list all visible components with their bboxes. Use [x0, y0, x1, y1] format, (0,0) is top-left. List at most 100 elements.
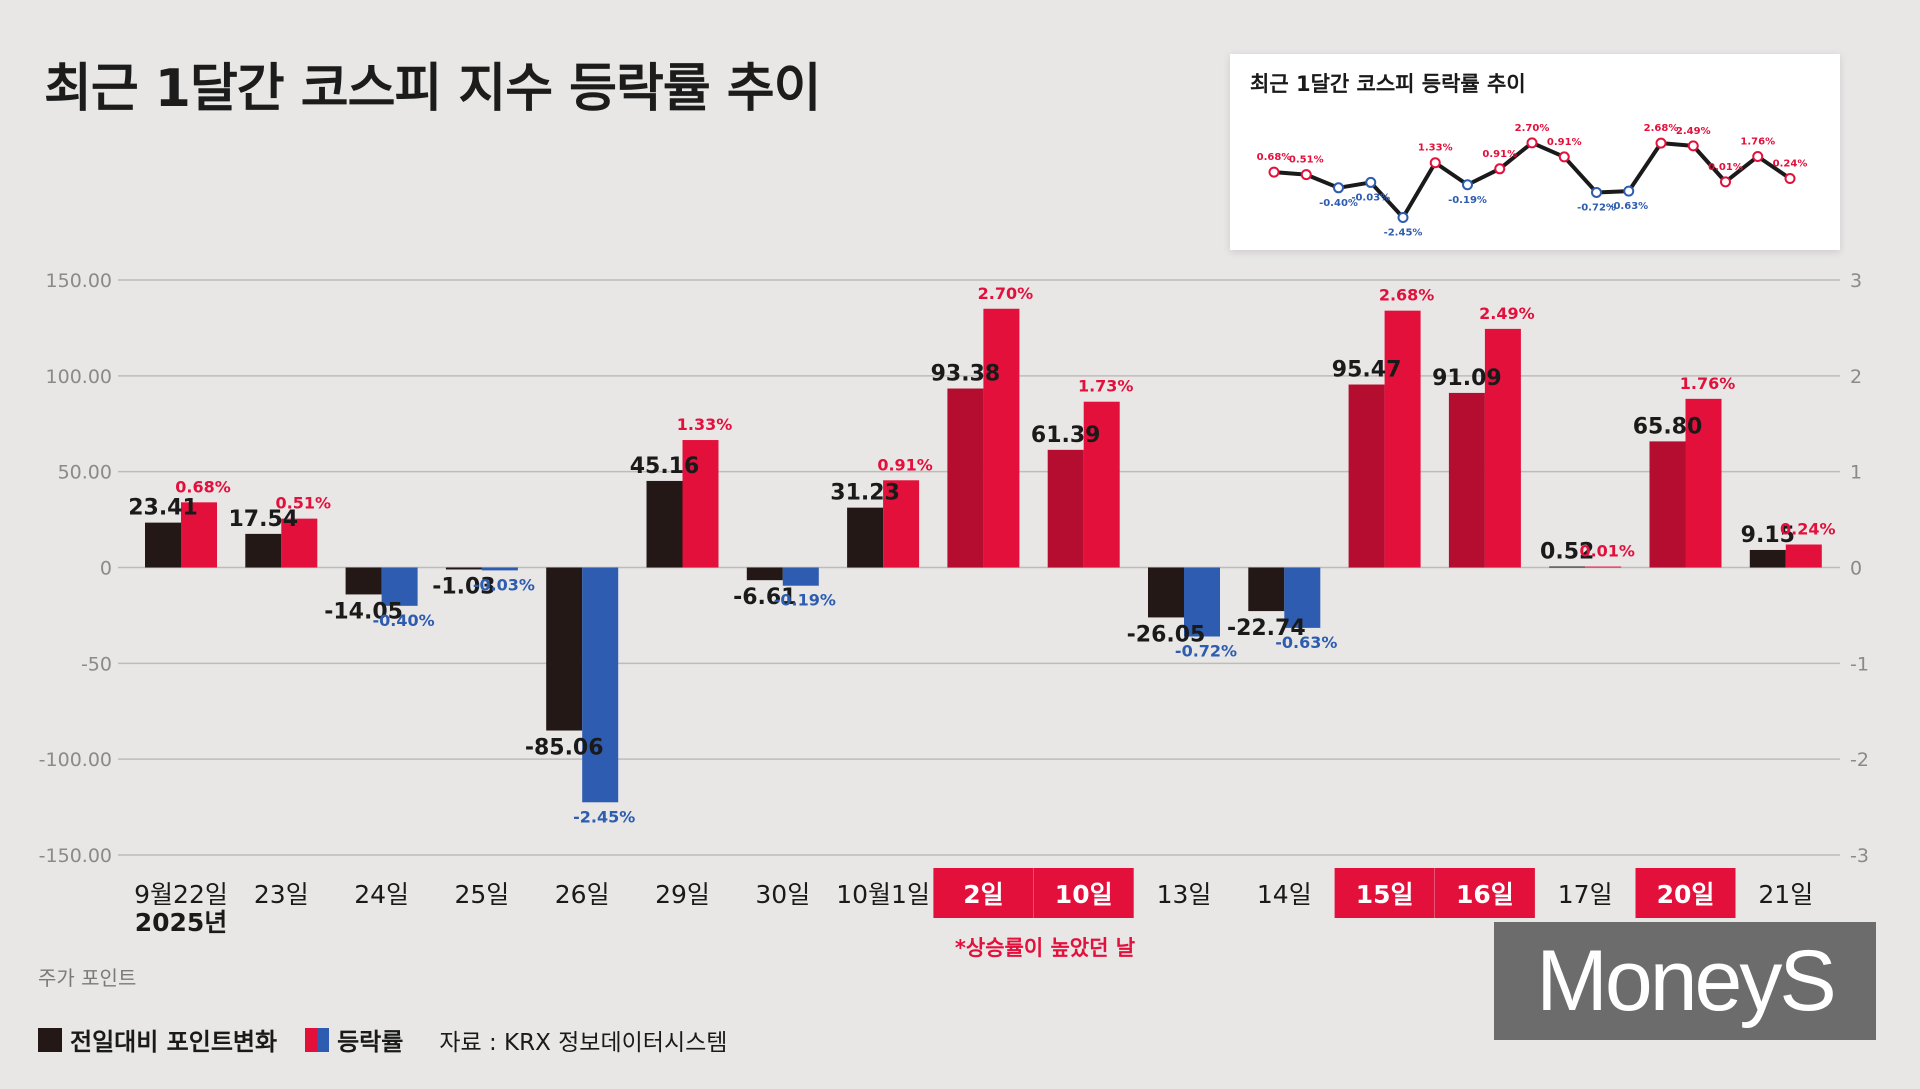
x-tick-label: 23일 [254, 880, 309, 909]
point-change-label: -1.03 [432, 574, 495, 599]
inset-point-label: -0.72% [1577, 202, 1616, 213]
inset-line-svg: 0.68%0.51% -0.40%-0.03% -2.45% 1.33% -0.19% 0… [1257, 123, 1808, 239]
inset-point-label: 0.91% [1547, 137, 1582, 148]
x-tick-sublabel: 2025년 [135, 908, 228, 937]
highlight-box [1033, 868, 1134, 918]
point-change-label: 31.23 [830, 481, 900, 506]
y-tick-right: -1 [1850, 653, 1869, 675]
bar-point-change [1248, 567, 1285, 612]
highlight-note: *상승률이 높았던 날 [955, 936, 1135, 960]
inset-point [1655, 137, 1667, 149]
bar-point-change [746, 567, 783, 581]
inset-point [1687, 140, 1699, 152]
bar-rate [181, 502, 217, 568]
rate-label: 2.68% [1379, 286, 1435, 305]
bar-rate [481, 567, 518, 571]
bar-rate [1785, 544, 1822, 568]
x-tick-label: 16일 [1456, 880, 1514, 909]
point-change-label: 95.47 [1332, 358, 1402, 383]
point-change-label: 65.80 [1633, 414, 1703, 439]
page-title: 최근 1달간 코스피 지수 등락률 추이 [44, 59, 821, 119]
bar-rate [1083, 401, 1120, 568]
rate-label: -0.40% [373, 611, 435, 630]
y-tick-right: -3 [1850, 845, 1869, 867]
bar-rate [782, 567, 819, 586]
inset-point [1623, 185, 1635, 197]
inset-point [1462, 179, 1473, 191]
rate-label: 1.33% [677, 415, 733, 434]
y-tick-left: 150.00 [46, 270, 112, 292]
bar-rate [1484, 328, 1521, 568]
x-tick-label: 25일 [454, 880, 509, 909]
x-tick-label: 20일 [1657, 880, 1715, 909]
inset-point-label: -2.45% [1384, 228, 1423, 239]
inset-point-label: 0.51% [1289, 155, 1324, 166]
inset-point-label: -0.63% [1609, 201, 1648, 212]
rate-label: 0.01% [1579, 542, 1635, 561]
x-tick-label: 30일 [755, 880, 810, 909]
x-tick-label: 24일 [354, 880, 409, 909]
source-note: 자료 : KRX 정보데이터시스템 [439, 1029, 728, 1056]
inset-point [1333, 182, 1344, 194]
bar-point-change [1148, 567, 1184, 618]
inset-title: 최근 1달간 코스피 등락률 추이 [1250, 72, 1526, 96]
inset-point-label: -0.03% [1351, 192, 1390, 203]
x-tick-label: 17일 [1558, 880, 1613, 909]
bar-point-change [1348, 384, 1385, 568]
x-tick-label: 29일 [655, 880, 710, 909]
x-tick-label: 21일 [1758, 880, 1813, 909]
rate-label: 2.70% [978, 284, 1034, 303]
legend-label-points: 전일대비 포인트변화 [70, 1028, 278, 1056]
bar-point-change [1047, 449, 1084, 568]
x-tick-label: 10월1일 [836, 880, 930, 909]
rate-label: -0.19% [774, 591, 836, 610]
highlight-box [933, 868, 1034, 918]
point-change-label: -85.06 [525, 736, 604, 761]
y-tick-left: 0 [100, 558, 112, 580]
bar-rate [582, 567, 619, 803]
point-change-label: 45.16 [630, 454, 700, 479]
inset-point-label: 2.49% [1676, 126, 1711, 137]
bar-rate [1585, 566, 1622, 568]
inset-point-label: 2.70% [1515, 123, 1550, 134]
inset-point-label: 0.91% [1482, 149, 1517, 160]
bar-point-change [947, 388, 984, 568]
inset-point [1397, 212, 1409, 224]
inset-point [1494, 163, 1506, 175]
y-tick-right: 3 [1850, 270, 1862, 292]
bar-point-change [1749, 549, 1786, 568]
y-tick-right: 0 [1850, 558, 1862, 580]
bar-rate [682, 440, 719, 568]
point-change-label: 61.39 [1031, 423, 1101, 448]
bar-point-change [445, 567, 482, 570]
bar-point-change [1549, 566, 1586, 568]
bar-rate [1284, 567, 1321, 628]
rate-label: 0.91% [877, 455, 933, 474]
x-tick-label: 26일 [555, 880, 610, 909]
x-tick-label: 2일 [963, 880, 1003, 909]
point-change-label: 9.15 [1741, 523, 1795, 548]
y-tick-left: 50.00 [58, 462, 112, 484]
inset-point [1365, 176, 1377, 188]
inset-point-label: 0.24% [1773, 159, 1808, 170]
inset-point [1526, 137, 1538, 149]
bar-point-change [245, 533, 282, 568]
point-change-label: 17.54 [229, 507, 299, 532]
x-tick-label: 15일 [1356, 880, 1414, 909]
point-change-label: 23.41 [128, 496, 198, 521]
rate-label: 2.49% [1479, 304, 1535, 323]
point-change-label: -26.05 [1127, 622, 1206, 647]
point-change-label: 0.52 [1540, 540, 1594, 565]
x-tick-label: 9월22일 [134, 880, 228, 909]
legend-swatch-points [38, 1027, 62, 1052]
point-change-label: -6.61 [733, 585, 796, 610]
inset-point [1591, 186, 1602, 198]
inset-point-label: 0.01% [1708, 162, 1743, 173]
rate-label: 1.73% [1078, 377, 1134, 396]
rate-label: 0.51% [276, 494, 332, 513]
inset-point-label: 1.76% [1740, 136, 1775, 147]
bar-point-change [145, 522, 181, 568]
bar-rate [281, 518, 318, 568]
rate-label: -2.45% [573, 807, 635, 826]
